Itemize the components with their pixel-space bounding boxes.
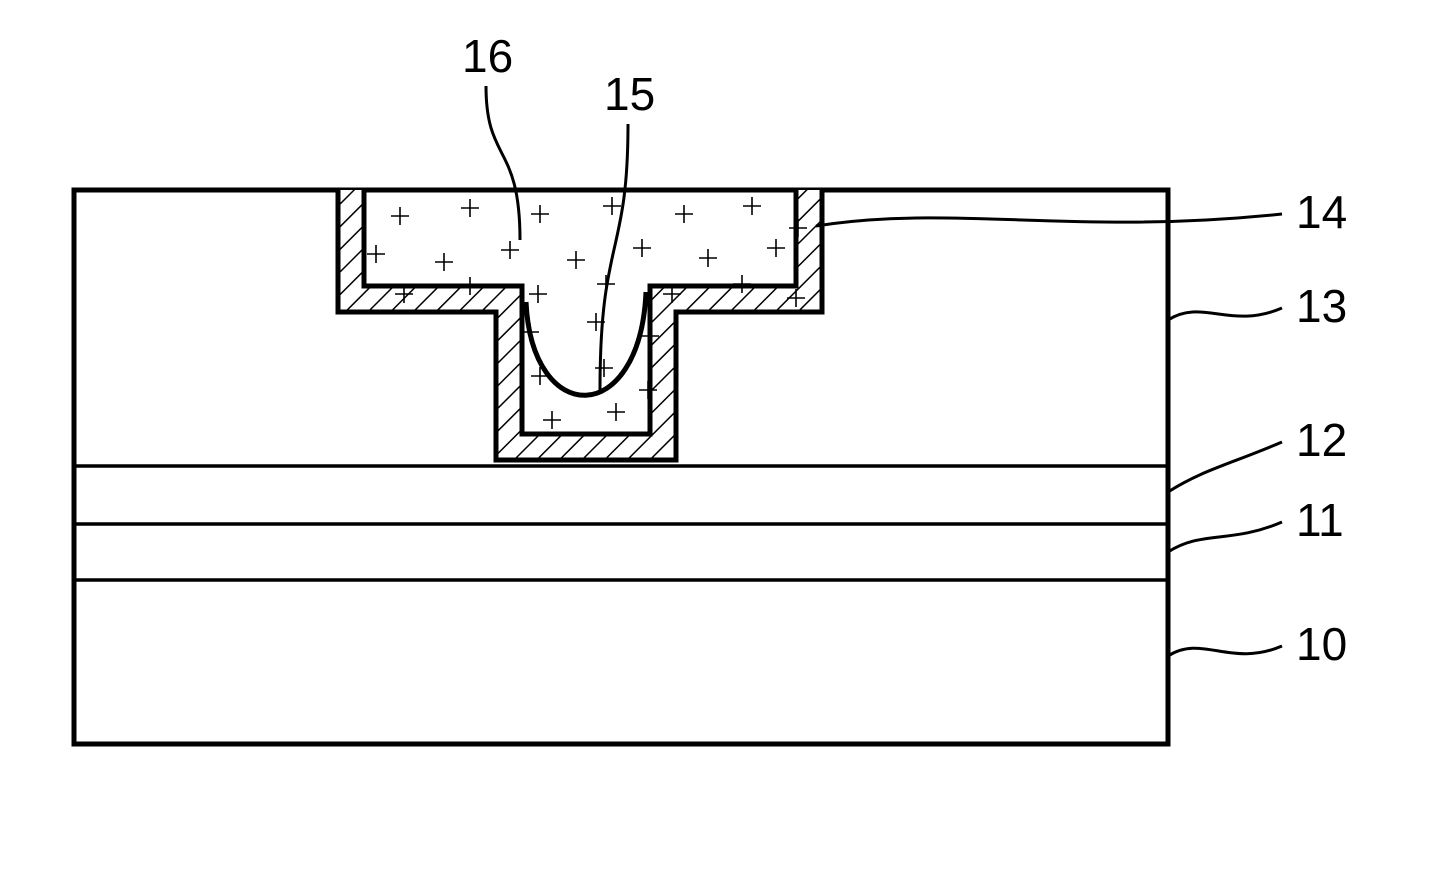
diagram-svg: 16 15 14 13 12 11 10 xyxy=(0,0,1432,876)
label-12: 12 xyxy=(1296,414,1347,466)
label-11: 11 xyxy=(1296,494,1344,546)
label-16: 16 xyxy=(462,30,513,82)
label-13: 13 xyxy=(1296,280,1347,332)
label-10: 10 xyxy=(1296,618,1347,670)
label-14: 14 xyxy=(1296,186,1347,238)
label-15: 15 xyxy=(604,68,655,120)
